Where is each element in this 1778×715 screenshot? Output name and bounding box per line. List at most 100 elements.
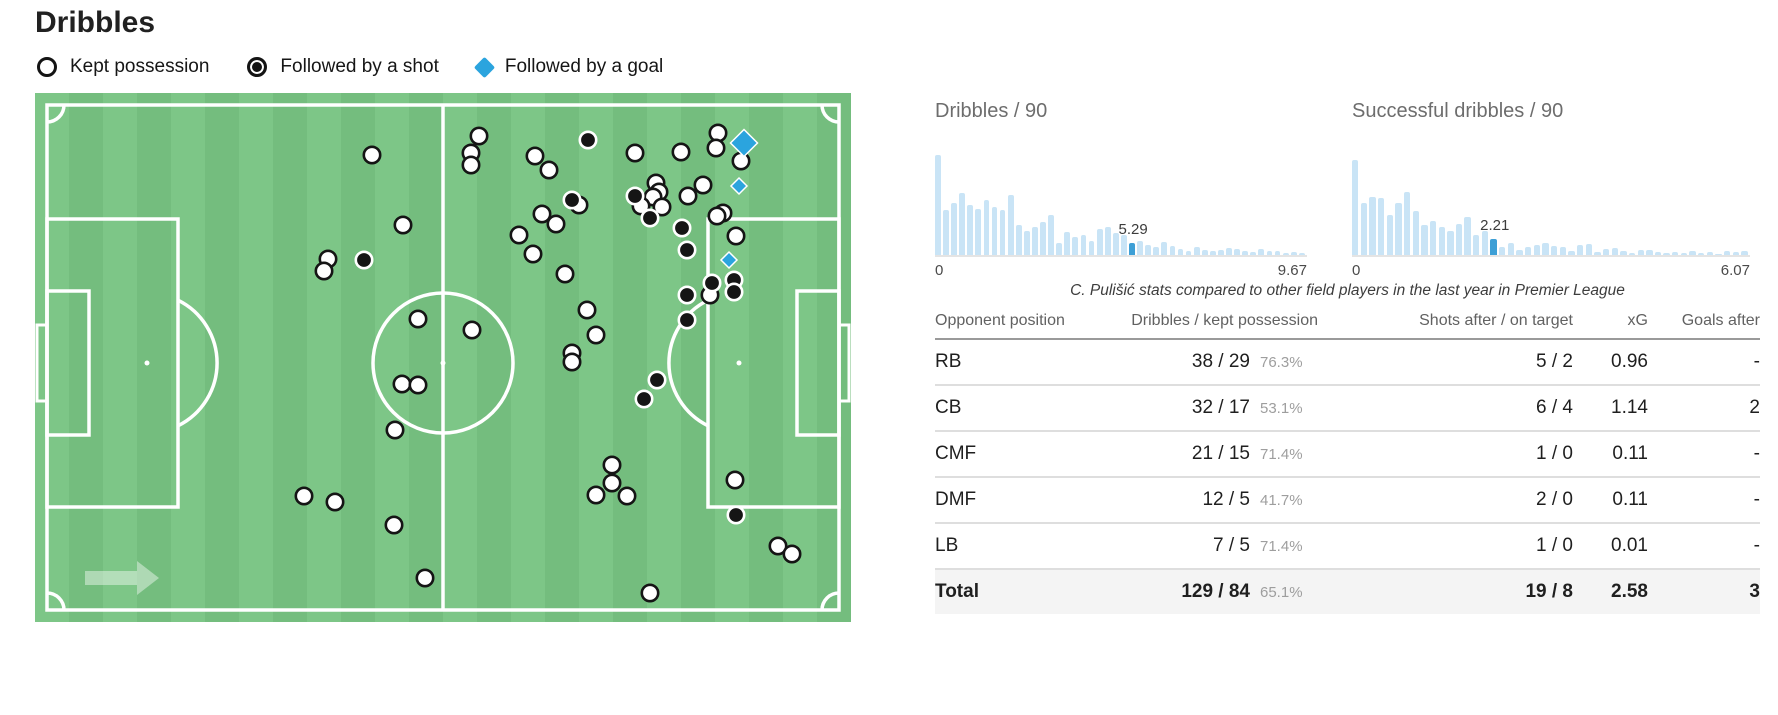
hist-bar bbox=[1525, 247, 1532, 255]
hist-bars bbox=[935, 152, 1307, 255]
cell-xg: 0.11 bbox=[1612, 443, 1648, 464]
dribble-marker-kept bbox=[539, 160, 559, 180]
cell-opponent-position: LB bbox=[935, 535, 959, 556]
pitch-stripe bbox=[35, 93, 69, 622]
hist-bar bbox=[1628, 253, 1636, 255]
hist-dribbles-per-90: Dribbles / 90 5.29 0 9.67 bbox=[935, 100, 1307, 279]
dribble-marker-kept bbox=[602, 473, 622, 493]
legend: Kept possession Followed by a shot Follo… bbox=[37, 56, 663, 78]
dribble-marker-goal bbox=[719, 250, 739, 270]
dribble-marker-kept bbox=[625, 143, 645, 163]
hist-bar bbox=[1473, 235, 1480, 255]
cell-shots-after: 19 / 8 bbox=[1525, 581, 1573, 602]
dribble-marker-shot bbox=[640, 208, 660, 228]
dribble-marker-kept bbox=[392, 374, 412, 394]
dribble-marker-kept bbox=[415, 568, 435, 588]
dribble-marker-kept bbox=[726, 226, 746, 246]
pitch-stripe bbox=[273, 93, 307, 622]
dribbles-success-pct: 65.1% bbox=[1260, 584, 1303, 601]
dribbles-success-pct: 76.3% bbox=[1260, 354, 1303, 371]
dribble-marker-kept bbox=[532, 204, 552, 224]
pitch-stripe bbox=[375, 93, 409, 622]
hist-bar bbox=[1040, 222, 1046, 255]
axis-min: 0 bbox=[1352, 262, 1361, 279]
dribbles-success-pct: 71.4% bbox=[1260, 446, 1303, 463]
dribbles-success-pct: 53.1% bbox=[1260, 400, 1303, 417]
dribble-marker-shot bbox=[562, 190, 582, 210]
cell-dribbles: 7 / 5 71.4% bbox=[1085, 535, 1318, 557]
hist-bar bbox=[1732, 252, 1740, 255]
hist-bar bbox=[1706, 252, 1714, 255]
dribble-marker-kept bbox=[678, 186, 698, 206]
col-header-opponent-position: Opponent position bbox=[935, 312, 1065, 329]
cell-opponent-position: CMF bbox=[935, 443, 977, 464]
hist-bar bbox=[1412, 211, 1419, 255]
cell-shots-after: 1 / 0 bbox=[1536, 443, 1573, 464]
cell-opponent-position: RB bbox=[935, 351, 962, 372]
dribble-marker-shot bbox=[726, 505, 746, 525]
cell-dribbles: 32 / 17 53.1% bbox=[1085, 397, 1318, 419]
page-title: Dribbles bbox=[35, 6, 156, 39]
hist-bar bbox=[1533, 245, 1541, 255]
dribble-marker-kept bbox=[671, 142, 691, 162]
hist-baseline bbox=[935, 255, 1307, 257]
hist-bar bbox=[1193, 247, 1200, 255]
pitch-stripe bbox=[579, 93, 613, 622]
hist-bar bbox=[1234, 249, 1240, 255]
pitch-lines bbox=[35, 103, 851, 612]
dribble-marker-kept bbox=[461, 155, 481, 175]
axis-max: 9.67 bbox=[1277, 262, 1307, 279]
cell-dribbles: 21 / 15 71.4% bbox=[1085, 443, 1318, 465]
dribbles-success-pct: 71.4% bbox=[1260, 538, 1303, 555]
dribbles-value: 12 / 5 bbox=[1202, 489, 1250, 510]
cell-xg: 0.11 bbox=[1612, 489, 1648, 510]
hist-bar bbox=[1551, 246, 1558, 255]
cell-dribbles: 12 / 5 41.7% bbox=[1085, 489, 1318, 511]
cell-dribbles: 38 / 29 76.3% bbox=[1085, 351, 1318, 373]
col-header-xg: xG bbox=[1627, 312, 1648, 329]
dribble-marker-shot bbox=[672, 218, 692, 238]
hist-bar bbox=[1594, 252, 1601, 255]
pitch-stripe bbox=[783, 93, 817, 622]
hist-bar bbox=[1576, 245, 1584, 255]
hist-bar bbox=[1112, 233, 1119, 255]
hist-bars bbox=[1352, 152, 1750, 255]
hist-bar bbox=[1395, 203, 1402, 255]
hist-bar bbox=[1698, 253, 1705, 255]
hist-bar bbox=[1137, 241, 1143, 255]
cell-goals-after: - bbox=[1753, 351, 1760, 372]
hist-bar bbox=[1266, 251, 1273, 255]
dribble-marker-shot bbox=[677, 285, 697, 305]
dribble-marker-kept bbox=[640, 583, 660, 603]
pitch-stripe bbox=[69, 93, 103, 622]
cell-goals-after: - bbox=[1753, 489, 1760, 510]
hist-bar bbox=[951, 203, 957, 255]
hist-bar bbox=[1161, 242, 1168, 255]
hist-bar bbox=[1298, 253, 1305, 255]
pitch-stripe bbox=[137, 93, 171, 622]
hist-bar bbox=[1516, 250, 1523, 255]
hist-bar bbox=[959, 193, 966, 255]
hist-bar bbox=[1724, 251, 1731, 255]
dribble-marker-shot bbox=[578, 130, 598, 150]
dribble-marker-kept bbox=[384, 515, 404, 535]
dribbles-value: 38 / 29 bbox=[1191, 351, 1250, 372]
hist-bar bbox=[1226, 248, 1232, 255]
dribble-marker-kept bbox=[555, 264, 575, 284]
table-header: Opponent position Dribbles / kept posses… bbox=[935, 300, 1760, 340]
hist-bar bbox=[1481, 231, 1489, 255]
cell-dribbles: 129 / 84 65.1% bbox=[1085, 581, 1318, 603]
hist-bar bbox=[1015, 225, 1022, 255]
hist-bar bbox=[1421, 225, 1428, 255]
col-header-goals-after: Goals after bbox=[1681, 312, 1760, 329]
cell-shots-after: 2 / 0 bbox=[1536, 489, 1573, 510]
hist-bar bbox=[1663, 253, 1670, 255]
dribble-marker-kept bbox=[693, 175, 713, 195]
dribble-marker-kept bbox=[586, 485, 606, 505]
axis-min: 0 bbox=[935, 262, 944, 279]
hist-bar bbox=[935, 155, 941, 255]
dribble-marker-shot bbox=[724, 282, 744, 302]
dribble-marker-kept bbox=[768, 536, 788, 556]
hist-bar bbox=[1386, 215, 1393, 255]
